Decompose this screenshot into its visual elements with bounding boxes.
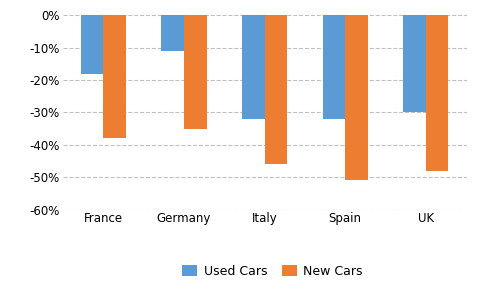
Bar: [81, 15, 103, 74]
Legend: Used Cars, New Cars: Used Cars, New Cars: [177, 260, 367, 283]
Bar: [322, 15, 344, 119]
Bar: [184, 15, 206, 129]
Bar: [402, 15, 425, 112]
Bar: [241, 15, 264, 119]
Bar: [344, 15, 367, 180]
Bar: [425, 15, 447, 171]
Bar: [103, 15, 126, 138]
Bar: [264, 15, 287, 164]
Bar: [161, 15, 184, 51]
